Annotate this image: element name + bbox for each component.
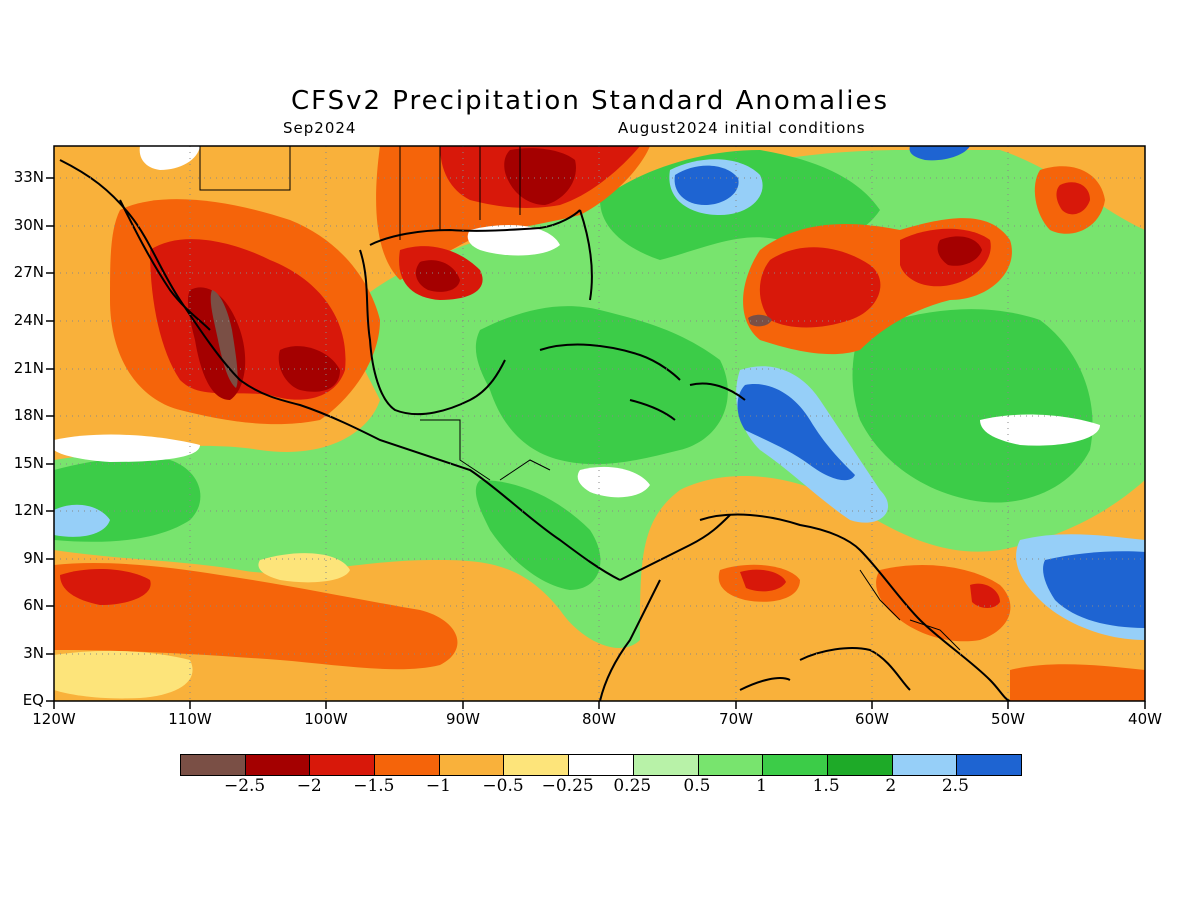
lat-label: 21N [13,359,44,377]
lat-label: 9N [23,549,44,567]
lat-label: 18N [13,406,44,424]
lat-label: 6N [23,596,44,614]
lat-label: 12N [13,501,44,519]
lon-label: 110W [168,710,212,728]
driest-atlantic [748,314,772,327]
forecast-month: Sep2024 [283,119,357,137]
lat-lon-grid [54,146,1145,701]
lat-label: 15N [13,454,44,472]
colorbar-swatch [245,755,311,775]
dry-region-sa-south [1010,664,1145,701]
colorbar-label: 1.5 [812,776,840,796]
slightly-dry-pacific [54,650,193,699]
colorbar-swatch [827,755,893,775]
colorbar-swatch [375,755,440,775]
near-normal-pacific [54,434,200,462]
colorbar-swatch [504,755,570,775]
colorbar-label: 2.5 [941,776,969,796]
lon-label: 90W [446,710,480,728]
lon-label: 40W [1128,710,1162,728]
lat-label: 27N [13,263,44,281]
lat-label: 3N [23,644,44,662]
extreme-wet-southeast [1043,551,1145,628]
colorbar-label: −2 [296,776,322,796]
near-normal-caribbean [577,466,650,498]
colorbar-swatch [310,755,376,775]
colorbar-swatch [957,755,1021,775]
near-normal-atlantic [980,414,1100,446]
lon-label: 70W [719,710,753,728]
initial-conditions: August2024 initial conditions [618,119,866,137]
lat-label: 30N [13,216,44,234]
colorbar-label: 0.5 [683,776,711,796]
very-wet-pacific-small [54,504,110,537]
colorbar-swatch [763,755,828,775]
extreme-dry-mexico-2 [278,346,340,392]
near-normal-north-mexico [139,146,200,170]
map-title: CFSv2 Precipitation Standard Anomalies [290,86,890,116]
lon-label: 60W [855,710,889,728]
colorbar-label: 0.25 [613,776,652,796]
lon-label: 120W [32,710,76,728]
extreme-wet-north [674,165,739,205]
very-dry-atlantic [759,247,881,328]
colorbar-swatch [181,755,246,775]
colorbar-swatch [698,755,764,775]
colorbar [180,754,1022,776]
colorbar-label: −1 [425,776,451,796]
extreme-dry-texas [415,260,460,292]
coastlines [59,159,1011,701]
political-borders [199,146,961,651]
driest-mexico [210,290,238,388]
extreme-dry-us-southeast [504,148,576,205]
lon-label: 80W [582,710,616,728]
very-dry-pacific-south [60,568,151,605]
very-dry-sa-north [740,569,786,592]
wet-region-atlantic [852,309,1093,503]
slightly-dry-pacific-2 [258,553,350,583]
colorbar-label: −2.5 [223,776,266,796]
colorbar-label: 1 [756,776,767,796]
extreme-dry-atlantic [937,236,982,266]
axis-ticks [46,177,1146,709]
lon-label: 50W [991,710,1025,728]
wet-region-central-america [475,480,601,590]
colorbar-label: 2 [885,776,897,796]
colorbar-swatch [892,755,958,775]
extreme-wet-north-strip [909,146,970,161]
dry-region-pacific-south [54,563,458,670]
very-dry-sa-east [970,583,1000,608]
lon-label: 100W [304,710,348,728]
colorbar-swatch [633,755,699,775]
extreme-wet-caribbean [737,384,855,481]
very-dry-far-east [1056,182,1090,215]
colorbar-label: −1.5 [353,776,395,796]
lat-label: 33N [13,168,44,186]
near-normal-gulf [467,225,560,256]
colorbar-swatch [439,755,505,775]
colorbar-label: −0.25 [541,776,594,796]
lat-label: 24N [13,311,44,329]
colorbar-swatch [569,755,634,775]
wet-region-caribbean-dark [475,306,728,465]
colorbar-label: −0.5 [482,776,524,796]
lat-label: EQ [22,691,44,709]
